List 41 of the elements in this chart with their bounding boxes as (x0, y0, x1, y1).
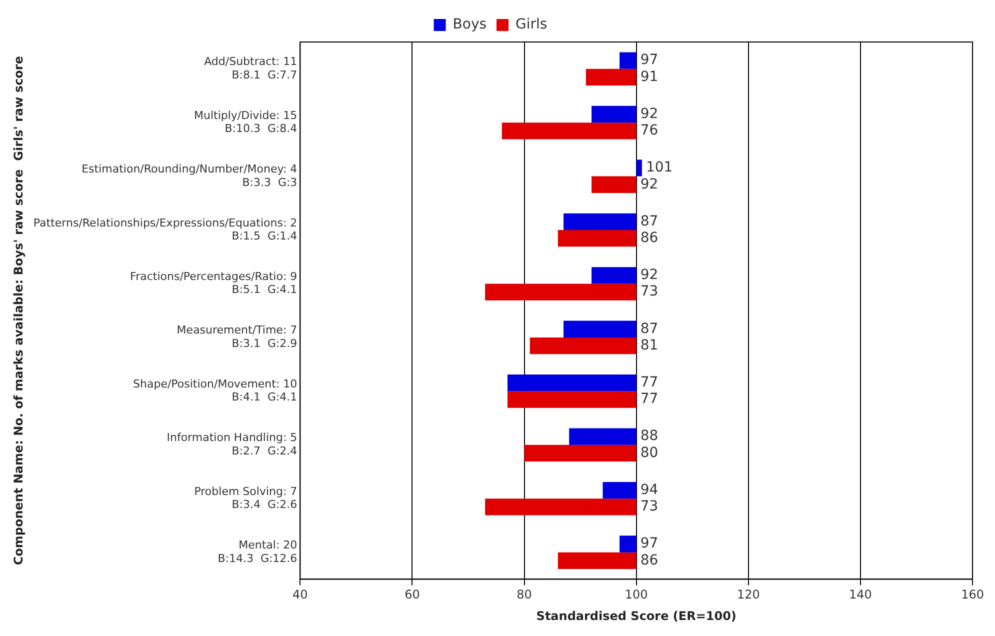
data-label: 81 (640, 337, 658, 354)
x-tick-label: 100 (624, 588, 648, 602)
x-tick-label: 80 (516, 588, 532, 602)
y-tick-label: Information Handling: 5 B:2.7 G:2.4 (166, 431, 298, 458)
y-tick-label: Measurement/Time: 7 B:3.1 G:2.9 (176, 324, 298, 350)
x-axis-title: Standardised Score (ER=100) (536, 608, 736, 623)
y-axis-title: Component Name: No. of marks available: Boys' raw score Girls' raw score (11, 56, 26, 566)
data-label: 92 (640, 176, 658, 192)
x-tick-label: 140 (849, 588, 872, 602)
y-tick-label: Add/Subtract: 11 B:8.1 G:7.7 (204, 55, 298, 82)
data-label: 88 (640, 428, 658, 444)
y-tick-label: Fractions/Percentages/Ratio: 9 B:5.1 G:4.1 (130, 270, 298, 296)
legend-label: Boys (452, 16, 487, 33)
data-label: 73 (640, 284, 658, 300)
legend-label: Girls (516, 16, 548, 33)
y-tick-label: Patterns/Relationships/Expressions/Equations: 2 B:1.5 G:1.4 (33, 216, 298, 242)
data-label: 94 (640, 482, 658, 498)
data-label: 87 (640, 320, 658, 337)
data-label: 73 (640, 498, 658, 515)
data-label: 91 (640, 68, 658, 85)
data-label: 101 (646, 160, 673, 176)
data-label: 92 (640, 267, 658, 284)
data-label: 77 (640, 374, 658, 390)
data-label: 86 (640, 230, 658, 246)
y-tick-label: Problem Solving: 7 B:3.4 G:2.6 (194, 484, 298, 512)
y-tick-label: Multiply/Divide: 15 B:10.3 G:8.4 (194, 108, 298, 136)
x-tick-label: 60 (404, 588, 420, 602)
x-tick-label: 160 (961, 588, 984, 602)
x-tick-label: 120 (736, 588, 760, 602)
data-label: 77 (640, 391, 658, 408)
data-label: 97 (640, 52, 658, 68)
y-tick-label: Shape/Position/Movement: 10 B:4.1 G:4.1 (133, 377, 298, 404)
data-label: 80 (640, 444, 658, 461)
y-tick-label: Mental: 20 B:14.3 G:12.6 (218, 538, 298, 565)
data-label: 97 (640, 536, 658, 552)
data-label: 92 (640, 106, 658, 122)
data-label: 86 (640, 552, 658, 568)
data-label: 87 (640, 213, 658, 230)
x-tick-label: 40 (292, 588, 308, 602)
y-tick-label: Estimation/Rounding/Number/Money: 4 B:3.3 G:3 (82, 162, 298, 189)
data-label: 76 (640, 122, 658, 139)
